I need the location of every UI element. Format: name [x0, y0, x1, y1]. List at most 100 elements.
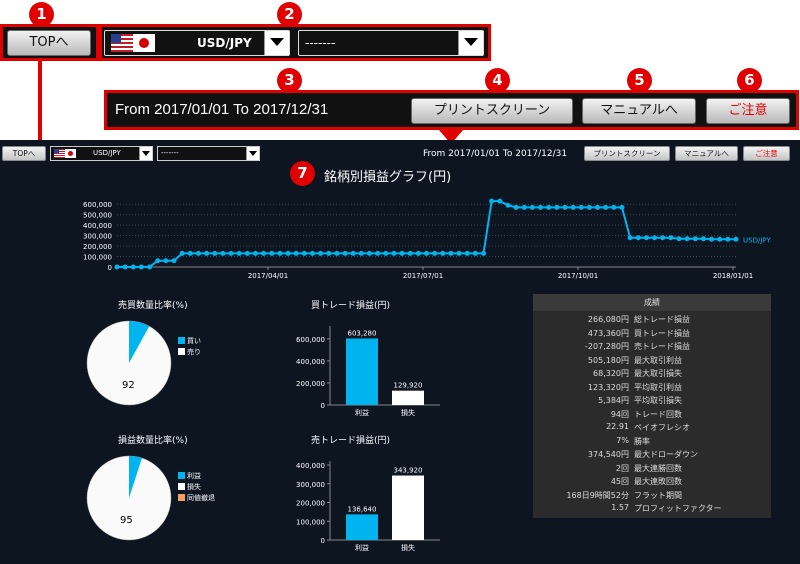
bar1-title: 買トレード損益(円)	[311, 301, 391, 311]
results-row: 45回 最大連敗回数	[533, 475, 771, 489]
second-select-value: -------	[305, 36, 336, 50]
data-point	[375, 250, 381, 256]
pie1-legend-sell: 売り	[187, 348, 201, 356]
callout-1-box: TOPへ	[0, 24, 99, 61]
top-button-enlarged[interactable]: TOPへ	[7, 30, 91, 56]
results-row: 123,320円 平均取引利益	[533, 381, 771, 395]
results-row-value: 473,360円	[587, 328, 629, 338]
data-point	[570, 204, 576, 210]
results-row: 374,540円 最大ドローダウン	[533, 448, 771, 462]
currency-select[interactable]: USD/JPY	[50, 146, 153, 161]
data-point	[619, 204, 625, 210]
data-point	[643, 235, 649, 241]
data-point	[725, 236, 731, 242]
data-point	[652, 235, 658, 241]
results-row-label: 最大取引損失	[634, 369, 682, 378]
data-point	[195, 250, 201, 256]
data-point	[399, 250, 405, 256]
results-row: 22.91 ペイオフレシオ	[533, 421, 771, 435]
y-tick-label: 400,000	[296, 462, 325, 470]
results-row-label: プロフィットファクター	[634, 504, 722, 513]
data-point	[285, 250, 291, 256]
data-point	[147, 264, 153, 270]
bar-category-label: 利益	[355, 408, 369, 417]
bar	[392, 475, 424, 540]
data-point	[252, 250, 258, 256]
data-point	[415, 250, 421, 256]
data-point	[155, 258, 161, 264]
callout-1-pointer	[38, 61, 42, 147]
data-point	[464, 250, 470, 256]
data-point	[130, 264, 136, 270]
results-row-value: 266,080円	[587, 315, 629, 324]
callout-6-badge: 6	[737, 68, 762, 93]
bar	[392, 390, 424, 405]
y-tick-label: 600,000	[296, 336, 325, 344]
top-button[interactable]: TOPへ	[2, 146, 46, 161]
results-row-value: 94回	[610, 409, 629, 419]
data-point	[538, 204, 544, 210]
chevron-down-icon	[246, 147, 259, 160]
results-row-label: 最大取引利益	[634, 355, 682, 365]
results-row-label: 最大ドローダウン	[634, 450, 698, 459]
pie2-legend-even-swatch	[178, 494, 185, 501]
pie1-legend-sell-swatch	[178, 348, 185, 355]
y-tick-label: 0	[108, 264, 112, 272]
manual-button[interactable]: マニュアルへ	[675, 146, 738, 161]
second-select[interactable]: -------	[157, 146, 260, 161]
period-text-enlarged: From 2017/01/01 To 2017/12/31	[115, 101, 329, 118]
caution-button[interactable]: ご注意	[743, 146, 790, 161]
pie2-legend-profit-swatch	[178, 472, 185, 479]
results-row: 473,360円 買トレード損益	[533, 327, 771, 341]
pie2-legend-loss-swatch	[178, 483, 185, 490]
series-label: USD/JPY	[743, 236, 771, 244]
y-tick-label: 500,000	[83, 212, 112, 220]
data-point	[546, 204, 552, 210]
data-point	[244, 250, 250, 256]
second-select-enlarged[interactable]: -------	[298, 30, 484, 56]
pie2-profit-slice	[129, 456, 142, 498]
data-point	[269, 250, 275, 256]
x-tick-label: 2017/07/01	[403, 272, 443, 280]
caution-button-enlarged[interactable]: ご注意	[706, 98, 790, 124]
us-jp-flag-icon	[54, 149, 76, 158]
results-row-value: -207,280円	[585, 342, 629, 351]
data-point	[122, 264, 128, 270]
pie2-title: 損益数量比率(%)	[118, 436, 188, 446]
bar-value-label: 129,920	[394, 382, 423, 390]
results-row-label: 最大連敗回数	[634, 477, 682, 486]
data-point	[489, 198, 495, 204]
data-point	[277, 250, 283, 256]
pie1-chart: 92	[86, 320, 172, 406]
data-point	[717, 236, 723, 242]
currency-select-enlarged[interactable]: USD/JPY	[104, 30, 290, 56]
results-row-value: 1.57	[611, 503, 629, 512]
data-point	[586, 204, 592, 210]
results-row: 94回 トレード回数	[533, 408, 771, 422]
results-row-label: ペイオフレシオ	[634, 423, 690, 432]
data-point	[114, 264, 120, 270]
results-row: 2回 最大連勝回数	[533, 462, 771, 476]
data-point	[660, 235, 666, 241]
results-row-value: 45回	[610, 477, 629, 486]
callout-2-box: USD/JPY -------	[99, 24, 491, 61]
data-point	[497, 198, 503, 204]
bar-category-label: 損失	[401, 543, 415, 552]
us-jp-flag-icon	[111, 34, 155, 52]
y-tick-label: 0	[321, 402, 325, 410]
pie2-legend-even: 同値撤退	[187, 494, 215, 502]
results-row: 68,320円 最大取引損失	[533, 367, 771, 381]
results-header: 成績	[533, 294, 771, 311]
data-point	[733, 236, 739, 242]
results-row: -207,280円 売トレード損益	[533, 340, 771, 354]
y-tick-label: 0	[321, 537, 325, 545]
manual-button-enlarged[interactable]: マニュアルへ	[582, 98, 696, 124]
callout-3-badge: 3	[277, 68, 302, 93]
bar-value-label: 343,920	[394, 467, 423, 475]
print-screen-button-enlarged[interactable]: プリントスクリーン	[411, 98, 573, 124]
data-point	[383, 250, 389, 256]
print-screen-button[interactable]: プリントスクリーン	[584, 146, 670, 161]
data-point	[700, 236, 706, 242]
data-point	[342, 250, 348, 256]
y-tick-label: 400,000	[296, 358, 325, 366]
